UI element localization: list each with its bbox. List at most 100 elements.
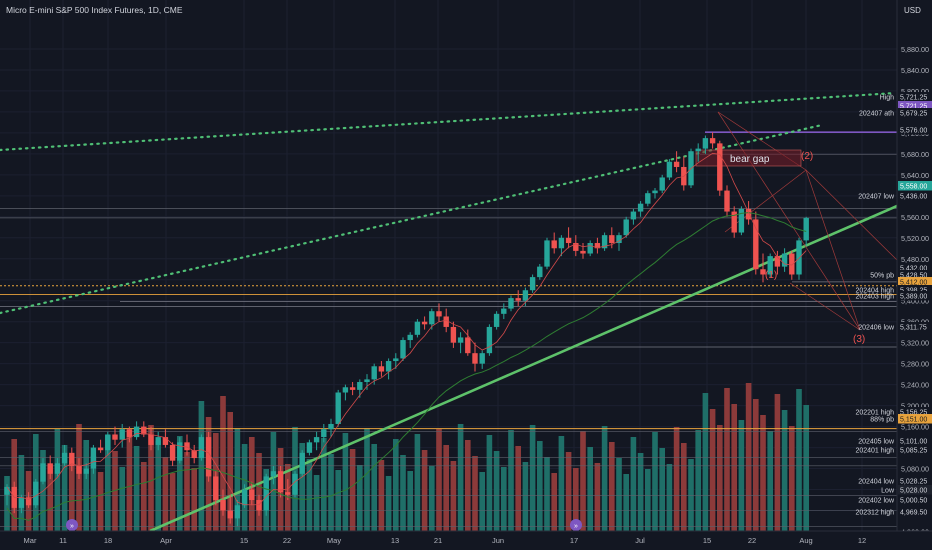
price-label-box (898, 407, 932, 417)
volume-bar (148, 425, 154, 531)
price-tick: 5,200.00 (901, 402, 929, 411)
candle-body (796, 240, 802, 275)
candle-body (349, 387, 356, 390)
volume-bar (666, 464, 673, 531)
price-label-name: 202312 high (855, 510, 894, 517)
volume-bar (681, 443, 687, 531)
time-tick: Jun (492, 536, 504, 545)
volume-bar (486, 435, 493, 531)
volume-bar (702, 393, 709, 531)
volume-bar (645, 469, 651, 531)
candle-body (342, 387, 349, 393)
volume-bar (191, 468, 197, 531)
candle-body (299, 452, 305, 474)
volume-bar (522, 462, 529, 531)
time-tick: Jul (635, 536, 645, 545)
candle-body (90, 447, 97, 469)
time-tick: 18 (104, 536, 112, 545)
candle-body (105, 434, 111, 451)
candle-body (378, 366, 385, 372)
volume-bar (774, 394, 781, 531)
candle-body (522, 290, 529, 301)
volume-bar (457, 424, 464, 531)
candle-body (457, 337, 464, 343)
candle-body (328, 423, 334, 430)
candle-body (25, 497, 32, 506)
candle-body (501, 308, 507, 314)
price-tick: 5,680.00 (901, 150, 929, 159)
price-label-value: 5,412.00 (900, 280, 927, 287)
volume-bar (745, 383, 752, 531)
time-tick: 11 (59, 536, 67, 545)
price-tick: 5,880.00 (901, 45, 929, 54)
price-label-box (898, 101, 932, 111)
candle-body (148, 434, 154, 445)
volume-bar (83, 440, 89, 531)
price-label-name: High (880, 95, 895, 102)
candle-body (18, 497, 25, 508)
volume-bar (587, 447, 593, 531)
candle-body (385, 361, 392, 372)
price-label-box (898, 125, 932, 135)
volume-bar (105, 435, 111, 531)
candle-body (155, 437, 161, 445)
time-axis[interactable]: Mar 11 18 Apr 15 22 May 13 21 Jun 17 Jul 15 22 Aug 12 (0, 530, 932, 550)
price-label-value: 5,000.50 (900, 498, 927, 505)
candle-body (558, 237, 565, 249)
candle-body (321, 429, 327, 438)
price-tick: 5,080.00 (901, 465, 929, 474)
volume-bar (537, 441, 543, 531)
price-label-value: 5,428.50 (900, 273, 927, 280)
bear-gap-label: bear gap (730, 154, 770, 165)
candle-body (695, 148, 701, 152)
volume-bar (414, 434, 421, 531)
overlays: bear gap (2) (1) (3) » » (6, 151, 865, 531)
candle-body (601, 235, 608, 249)
volume-bar (753, 399, 759, 531)
price-label-value: 5,085.25 (900, 448, 927, 455)
event-icon (66, 519, 78, 531)
volume-bar (637, 453, 644, 531)
candle-body (673, 161, 680, 167)
price-label-name: 202404 low (858, 479, 895, 486)
candle-body (54, 463, 61, 474)
candle-body (436, 311, 442, 317)
time-tick: 12 (858, 536, 866, 545)
candle-body (421, 321, 428, 325)
candle-body (767, 256, 773, 275)
volume-bar (493, 451, 500, 531)
price-label-box (898, 436, 932, 446)
price-label-box (898, 476, 932, 486)
volume-bar (184, 452, 190, 531)
volume-bar (364, 428, 370, 531)
volume-bar (623, 474, 629, 531)
projection-line (805, 169, 898, 261)
price-tick: 5,160.00 (901, 423, 929, 432)
volume-bar (385, 476, 392, 531)
candle-body (407, 334, 413, 341)
candles (4, 132, 809, 527)
candle-body (241, 489, 248, 506)
price-label-name: 202406 low (858, 325, 895, 332)
volume-bar (652, 432, 658, 531)
price-label-box (898, 270, 932, 280)
candle-body (249, 489, 255, 501)
volume-bar (544, 457, 550, 531)
candle-body (724, 190, 730, 212)
volume-bar (256, 453, 262, 531)
chart-title: Micro E-mini S&P 500 Index Futures, 1D, … (6, 5, 183, 15)
volume-bar (234, 428, 241, 531)
volume-bar (472, 456, 478, 531)
candle-body (292, 473, 298, 495)
volume-bar (558, 436, 565, 531)
candle-body (738, 208, 745, 233)
candle-body (357, 382, 363, 390)
candle-body (789, 253, 795, 275)
event-icon-glyph: » (70, 523, 74, 530)
volume-bar (342, 433, 349, 531)
candle-body (450, 326, 457, 343)
volume-bar (421, 450, 428, 531)
volume-bar (501, 467, 507, 531)
price-label-box (898, 263, 932, 273)
